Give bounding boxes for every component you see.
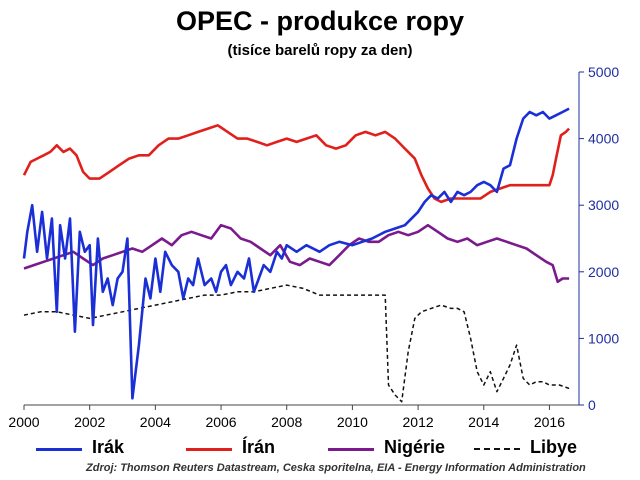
chart-title: OPEC - produkce ropy <box>175 6 465 36</box>
chart-subtitle: (tisíce barelů ropy za den) <box>227 42 413 59</box>
y-tick-label: 5000 <box>588 64 619 80</box>
series-line-1 <box>22 107 570 400</box>
legend-swatch <box>474 448 520 450</box>
x-tick-label: 2000 <box>8 414 39 430</box>
series-line-2 <box>22 124 571 204</box>
legend-swatch <box>36 448 82 451</box>
x-tick-label: 2016 <box>534 414 565 430</box>
y-tick-label: 1000 <box>588 330 619 346</box>
y-tick-label: 4000 <box>588 131 619 147</box>
source-note: Zdroj: Thomson Reuters Datastream, Ceska… <box>86 462 586 474</box>
y-tick-label: 3000 <box>588 197 619 213</box>
x-tick-label: 2008 <box>271 414 302 430</box>
legend-label: Írán <box>242 437 276 457</box>
chart-axes: 2000 2002 2004 2006 2008 2010 2012 2014 2016 0 100… <box>8 64 619 430</box>
series-line-4 <box>23 284 570 403</box>
legend-label: Libye <box>530 437 578 457</box>
y-tick-label: 2000 <box>588 264 619 280</box>
x-tick-label: 2006 <box>205 414 236 430</box>
x-tick-label: 2010 <box>337 414 368 430</box>
y-tick-label: 0 <box>588 397 596 413</box>
series-line-3 <box>23 223 570 284</box>
legend-swatch <box>328 448 374 451</box>
x-tick-label: 2002 <box>74 414 105 430</box>
x-tick-label: 2014 <box>468 414 499 430</box>
x-tick-label: 2012 <box>403 414 434 430</box>
legend-label: Nigérie <box>384 437 446 457</box>
legend-swatch <box>186 448 232 451</box>
legend-label: Irák <box>92 437 125 457</box>
chart-legend: Irák Írán Nigérie Libye <box>36 436 636 460</box>
x-tick-label: 2004 <box>140 414 171 430</box>
series-layer <box>22 107 571 403</box>
